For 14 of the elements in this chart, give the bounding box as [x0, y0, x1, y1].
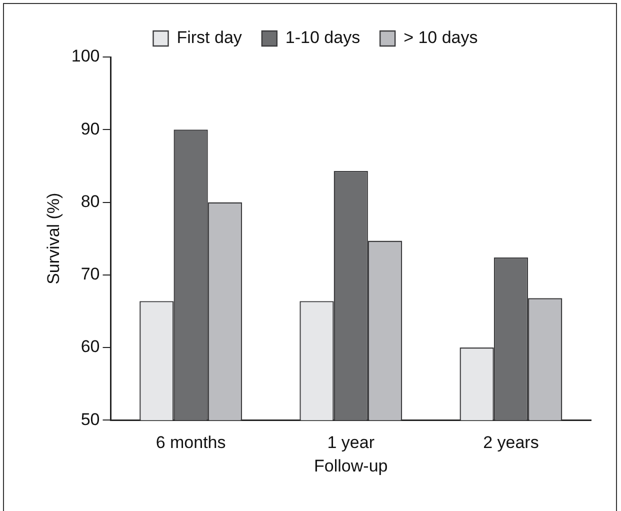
y-tick-label: 60	[80, 337, 100, 356]
x-tick-label: 2 years	[483, 433, 539, 452]
y-tick-label: 50	[80, 410, 100, 429]
y-tick-label: 70	[80, 264, 100, 284]
y-axis-title: Survival (%)	[44, 192, 63, 284]
y-tick-label: 100	[71, 46, 100, 66]
x-tick-label: 6 months	[156, 433, 226, 452]
legend-label: 1-10 days	[285, 28, 360, 48]
x-tick-label: 1 year	[327, 433, 375, 452]
legend-label: > 10 days	[404, 28, 478, 48]
x-axis-title: Follow-up	[314, 456, 388, 476]
y-tick-label: 90	[80, 119, 100, 138]
y-tick-label: 80	[80, 192, 100, 211]
legend-label: First day	[176, 28, 242, 48]
